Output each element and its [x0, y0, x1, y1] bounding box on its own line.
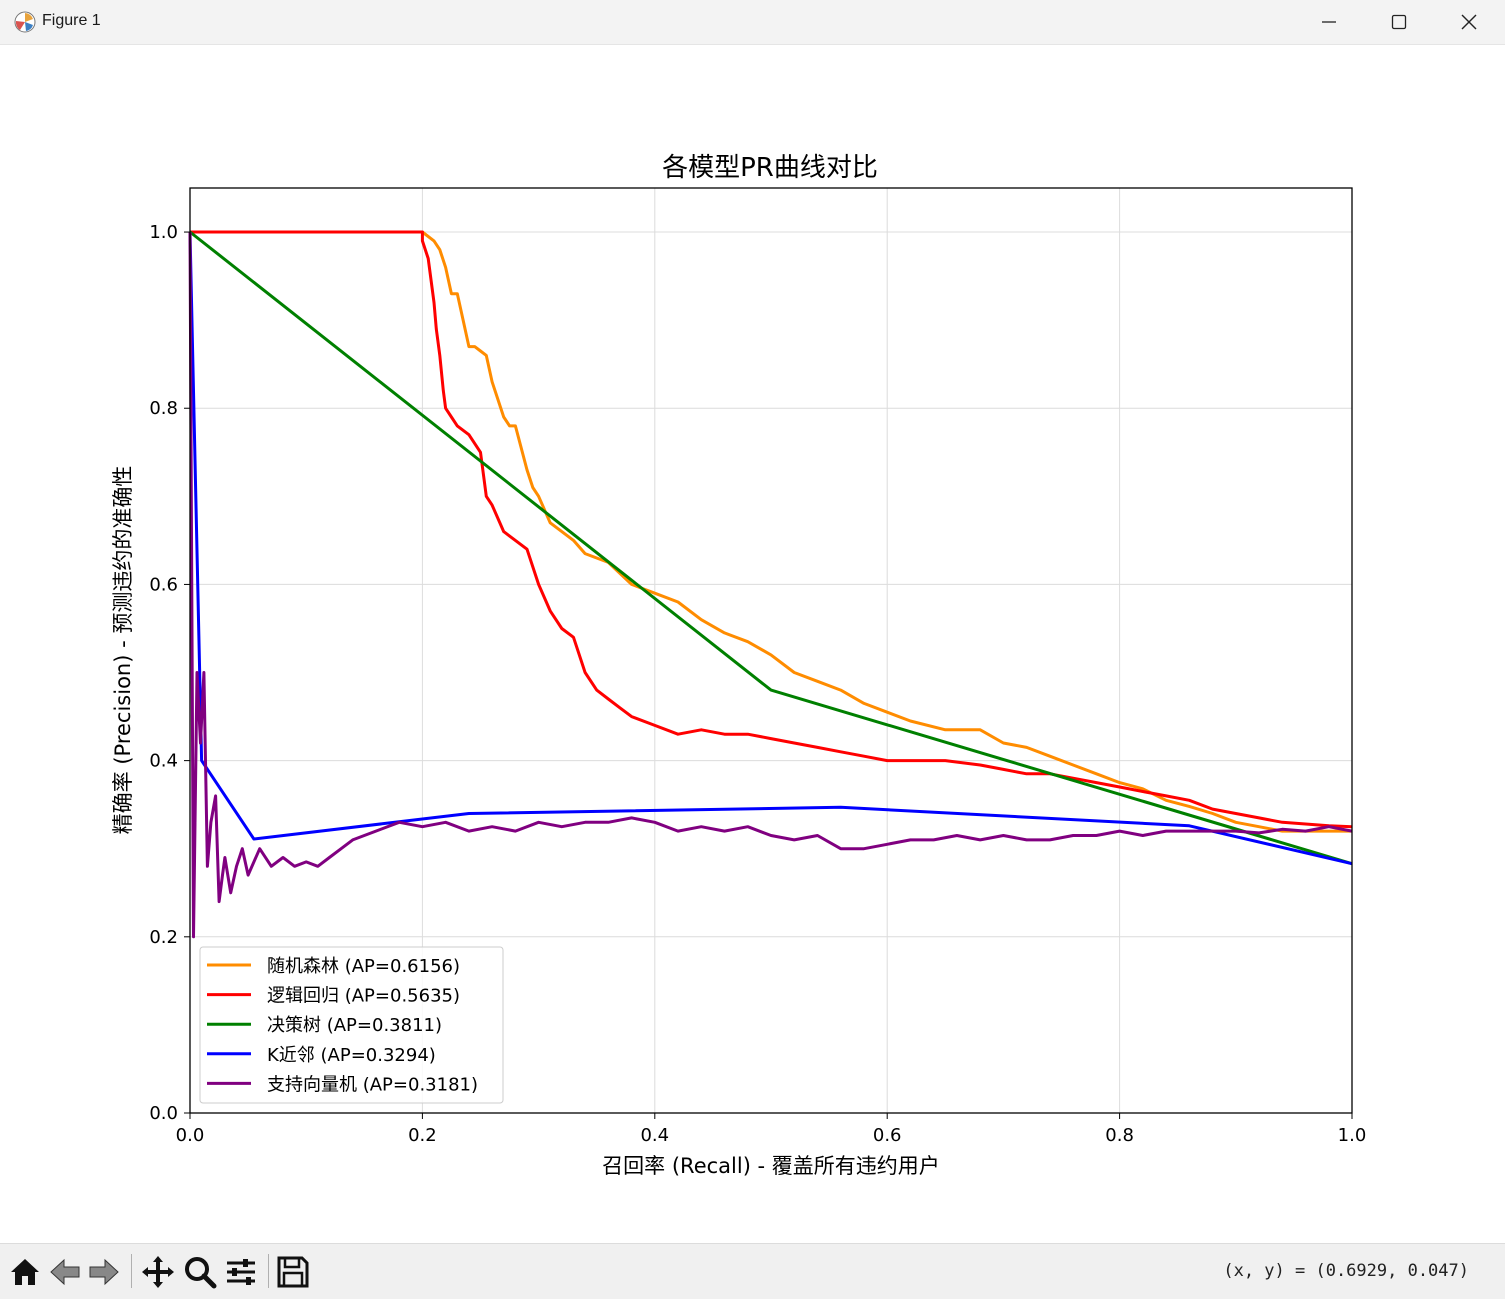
- cursor-coordinates: (x, y) = (0.6929, 0.047): [1223, 1261, 1469, 1281]
- x-tick-label: 0.0: [176, 1125, 205, 1146]
- legend-label: 逻辑回归 (AP=0.5635): [267, 986, 460, 1007]
- legend-label: 随机森林 (AP=0.6156): [267, 956, 460, 977]
- x-tick-label: 0.6: [873, 1125, 902, 1146]
- series-line-3: [189, 230, 1353, 866]
- legend-label: 决策树 (AP=0.3811): [267, 1015, 442, 1036]
- toolbar-separator: [131, 1254, 132, 1288]
- y-tick-label: 0.0: [149, 1103, 178, 1124]
- back-arrow-icon: [50, 1258, 80, 1286]
- save-button[interactable]: [273, 1252, 313, 1292]
- series-line-1: [190, 230, 1352, 833]
- window-title: Figure 1: [42, 12, 101, 29]
- x-tick-label: 0.4: [640, 1125, 669, 1146]
- legend-box: [199, 946, 504, 1104]
- legend: 随机森林 (AP=0.6156) 逻辑回归 (AP=0.5635) 决策树 (AP=…: [199, 946, 504, 1104]
- toolbar-separator: [268, 1254, 269, 1288]
- legend-label: 支持向量机 (AP=0.3181): [267, 1074, 478, 1095]
- window-titlebar: Figure 1: [0, 0, 1505, 45]
- forward-arrow-icon: [89, 1258, 119, 1286]
- figure-canvas[interactable]: 各模型PR曲线对比 0.0 0.2 0.4 0.6 0.8 1.0 0.0 0.2 0.4 0.6…: [0, 45, 1505, 1243]
- pr-curve-chart: 各模型PR曲线对比 0.0 0.2 0.4 0.6 0.8 1.0 0.0 0.2 0.4 0.6…: [111, 153, 1366, 1178]
- minimize-icon: [1322, 21, 1336, 23]
- series-line-5: [188, 231, 1353, 939]
- maximize-button[interactable]: [1364, 0, 1434, 44]
- y-tick-label: 0.8: [149, 398, 178, 419]
- y-axis-label: 精确率 (Precision) - 预测违约的准确性: [111, 466, 135, 835]
- matplotlib-icon: [14, 11, 36, 33]
- x-tick-label: 0.8: [1105, 1125, 1134, 1146]
- y-tick-label: 0.6: [149, 574, 178, 595]
- y-tick-label: 0.2: [149, 927, 178, 948]
- close-button[interactable]: [1434, 0, 1504, 44]
- zoom-icon: [185, 1257, 217, 1289]
- legend-label: K近邻 (AP=0.3294): [267, 1045, 436, 1066]
- minimize-button[interactable]: [1294, 0, 1364, 44]
- x-axis-label: 召回率 (Recall) - 覆盖所有违约用户: [602, 1154, 940, 1178]
- y-tick-label: 1.0: [149, 222, 178, 243]
- forward-button[interactable]: [84, 1252, 124, 1292]
- x-tick-label: 1.0: [1338, 1125, 1367, 1146]
- close-icon: [1461, 14, 1477, 30]
- series-line-2: [190, 230, 1353, 829]
- series-layer: [188, 230, 1353, 939]
- pan-icon: [142, 1256, 174, 1288]
- configure-subplots-icon: [227, 1259, 255, 1285]
- zoom-button[interactable]: [180, 1252, 220, 1292]
- chart-title: 各模型PR曲线对比: [662, 153, 878, 183]
- pan-button[interactable]: [138, 1252, 178, 1292]
- axis-ticks: 0.0 0.2 0.4 0.6 0.8 1.0 0.0 0.2 0.4 0.6 0.8 1.0: [149, 222, 1366, 1146]
- series-line-4: [188, 231, 1353, 866]
- y-tick-label: 0.4: [149, 751, 178, 772]
- home-button[interactable]: [5, 1252, 45, 1292]
- back-button[interactable]: [45, 1252, 85, 1292]
- navigation-toolbar: (x, y) = (0.6929, 0.047): [0, 1243, 1505, 1299]
- axes-frame: [189, 187, 1353, 1114]
- maximize-icon: [1391, 14, 1407, 30]
- configure-subplots-button[interactable]: [221, 1252, 261, 1292]
- home-icon: [11, 1259, 39, 1285]
- save-icon: [277, 1256, 309, 1288]
- x-tick-label: 0.2: [408, 1125, 437, 1146]
